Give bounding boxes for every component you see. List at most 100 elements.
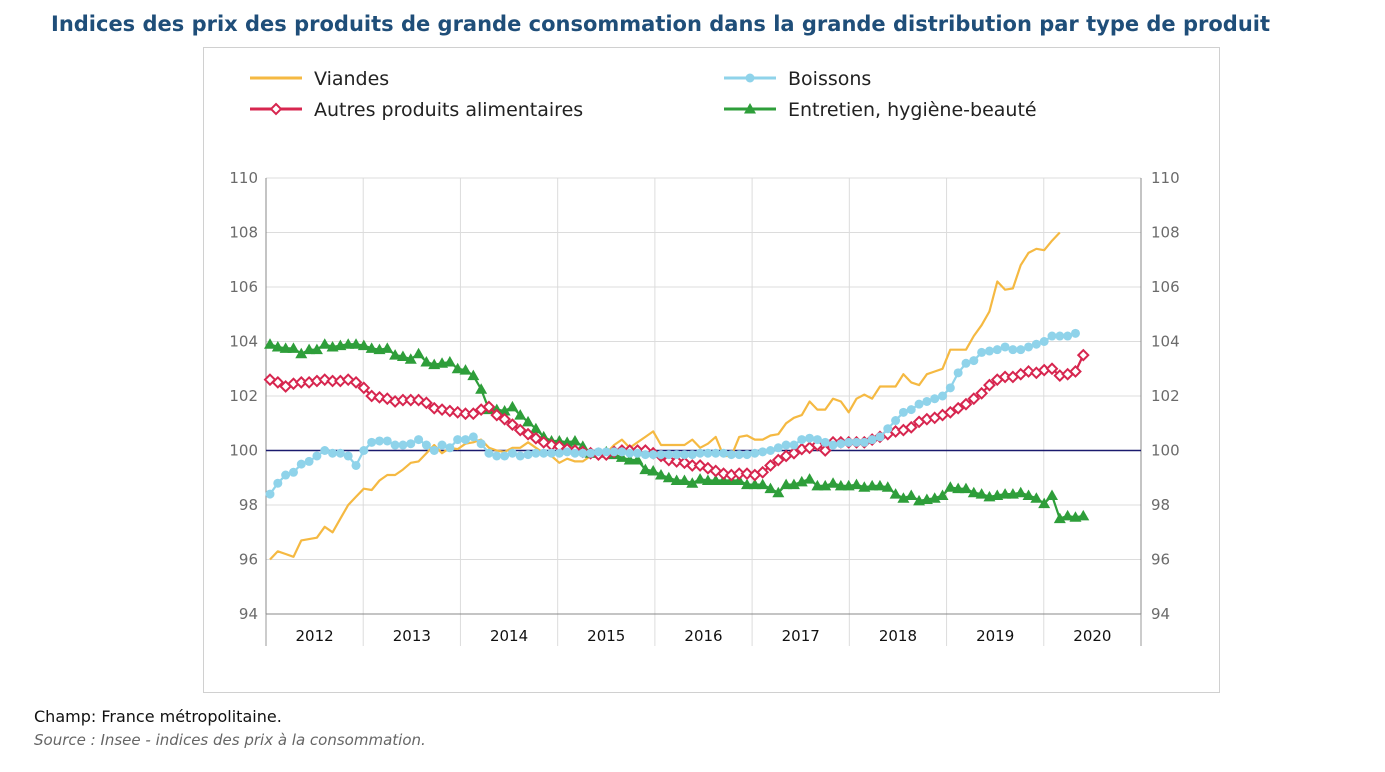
data-point-series-1 bbox=[726, 450, 736, 460]
data-point-series-3 bbox=[764, 482, 777, 494]
data-point-series-3 bbox=[928, 492, 941, 503]
data-point-series-1 bbox=[758, 447, 768, 457]
y-tick-label-left: 100 bbox=[229, 442, 258, 460]
data-point-series-1 bbox=[484, 448, 494, 458]
data-point-series-2 bbox=[490, 408, 504, 422]
data-point-series-3 bbox=[279, 342, 292, 353]
data-point-series-2 bbox=[771, 453, 785, 467]
data-point-series-3 bbox=[936, 489, 949, 500]
y-tick-label-left: 110 bbox=[229, 169, 258, 187]
data-point-series-3 bbox=[662, 471, 675, 483]
data-point-series-1 bbox=[445, 443, 455, 453]
data-point-series-1 bbox=[281, 470, 291, 480]
data-point-series-1 bbox=[406, 439, 416, 449]
data-point-series-1 bbox=[875, 432, 885, 442]
data-point-series-1 bbox=[1031, 339, 1041, 349]
data-point-series-2 bbox=[670, 454, 684, 468]
x-tick-label-year: 2014 bbox=[490, 627, 528, 645]
data-point-series-1 bbox=[844, 437, 854, 447]
data-point-series-1 bbox=[687, 450, 697, 460]
data-point-series-1 bbox=[633, 448, 643, 458]
x-tick-label-year: 2018 bbox=[879, 627, 917, 645]
chart-frame: 94 94 96 96 98 98 100 100 102 102 104 104 106 106 108 1… bbox=[203, 47, 1220, 693]
legend-label: Entretien, hygiène-beauté bbox=[788, 99, 1037, 121]
data-point-series-2 bbox=[365, 389, 379, 403]
x-tick-label-year: 2017 bbox=[782, 627, 820, 645]
data-point-series-1 bbox=[390, 440, 400, 450]
data-point-series-2 bbox=[427, 401, 441, 415]
y-tick-label-left: 96 bbox=[239, 551, 258, 569]
y-tick-label-right: 106 bbox=[1151, 278, 1180, 296]
data-point-series-3 bbox=[975, 488, 988, 499]
x-tick-label-year: 2019 bbox=[976, 627, 1014, 645]
data-point-series-2 bbox=[482, 400, 496, 414]
data-point-series-3 bbox=[819, 479, 832, 491]
data-point-series-1 bbox=[969, 356, 979, 366]
data-point-series-1 bbox=[852, 437, 861, 447]
data-point-series-1 bbox=[273, 478, 283, 488]
data-point-series-1 bbox=[656, 450, 666, 460]
data-point-series-1 bbox=[812, 435, 822, 445]
data-point-series-1 bbox=[984, 346, 994, 356]
data-point-series-3 bbox=[271, 340, 284, 352]
data-point-series-1 bbox=[1070, 328, 1080, 338]
data-point-series-3 bbox=[952, 482, 965, 494]
data-point-series-3 bbox=[287, 342, 300, 353]
y-tick-label-right: 100 bbox=[1151, 442, 1180, 460]
data-point-series-1 bbox=[578, 448, 588, 458]
data-point-series-1 bbox=[625, 448, 635, 458]
data-point-series-3 bbox=[412, 347, 425, 359]
data-point-series-3 bbox=[467, 369, 480, 381]
data-point-series-1 bbox=[703, 448, 713, 458]
x-tick-label-year: 2013 bbox=[393, 627, 431, 645]
data-point-series-1 bbox=[320, 446, 330, 455]
y-tick-label-right: 102 bbox=[1151, 387, 1180, 405]
data-point-series-1 bbox=[554, 448, 564, 458]
data-point-series-3 bbox=[303, 343, 316, 355]
data-point-series-1 bbox=[734, 450, 744, 460]
data-point-series-1 bbox=[1039, 337, 1049, 346]
data-point-series-3 bbox=[803, 473, 816, 484]
y-tick-label-left: 94 bbox=[239, 605, 258, 623]
data-point-series-3 bbox=[420, 355, 433, 367]
data-point-series-3 bbox=[310, 343, 323, 355]
data-point-series-1 bbox=[335, 448, 345, 458]
data-point-series-1 bbox=[773, 443, 783, 453]
y-tick-label-left: 102 bbox=[229, 387, 258, 405]
data-point-series-1 bbox=[867, 435, 877, 445]
data-point-series-1 bbox=[977, 347, 987, 357]
data-point-series-1 bbox=[898, 407, 908, 417]
data-point-series-1 bbox=[930, 394, 940, 404]
data-point-series-3 bbox=[451, 362, 464, 374]
data-point-series-1 bbox=[367, 437, 377, 447]
data-point-series-3 bbox=[1077, 509, 1090, 521]
data-point-series-3 bbox=[264, 338, 276, 349]
data-point-series-1 bbox=[789, 440, 799, 450]
data-point-series-3 bbox=[529, 422, 542, 434]
data-point-series-2 bbox=[419, 396, 433, 410]
data-point-series-1 bbox=[265, 489, 275, 499]
data-point-series-1 bbox=[617, 447, 627, 457]
data-point-series-2 bbox=[967, 392, 981, 406]
legend-marker-1 bbox=[745, 73, 755, 83]
data-point-series-3 bbox=[342, 338, 355, 349]
data-point-series-2 bbox=[498, 412, 512, 426]
data-point-series-1 bbox=[1024, 342, 1034, 352]
data-point-series-3 bbox=[889, 488, 902, 499]
data-point-series-3 bbox=[1053, 512, 1066, 524]
data-point-series-1 bbox=[476, 439, 486, 449]
data-point-series-1 bbox=[797, 435, 807, 445]
data-point-series-3 bbox=[623, 454, 636, 465]
data-point-series-2 bbox=[529, 431, 543, 445]
data-point-series-2 bbox=[271, 375, 285, 389]
data-point-series-1 bbox=[328, 448, 338, 458]
legend-label: Boissons bbox=[788, 68, 871, 90]
data-point-series-1 bbox=[421, 440, 431, 450]
data-point-series-1 bbox=[945, 383, 955, 393]
data-point-series-1 bbox=[1055, 331, 1065, 341]
data-point-series-2 bbox=[787, 446, 801, 460]
data-point-series-2 bbox=[521, 427, 535, 441]
data-point-series-1 bbox=[992, 345, 1002, 355]
data-point-series-2 bbox=[435, 403, 449, 417]
y-tick-label-right: 104 bbox=[1151, 333, 1180, 351]
